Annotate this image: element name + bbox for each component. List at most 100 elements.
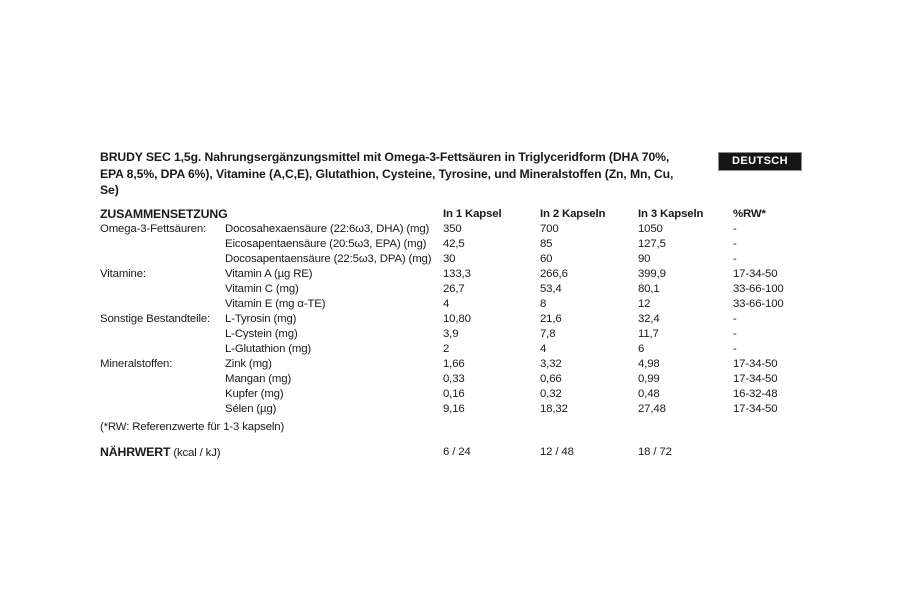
value-1-capsule: 0,16 — [443, 387, 465, 400]
value-1-capsule: 4 — [443, 297, 450, 310]
value-1-capsule: 30 — [443, 252, 456, 265]
table-header-composition: ZUSAMMENSETZUNG — [100, 206, 228, 221]
table-header-row: ZUSAMMENSETZUNG In 1 Kapsel In 2 Kapseln… — [100, 207, 802, 222]
ingredient-cell: Docosapentaensäure (22:5ω3, DPA) (mg) — [225, 252, 432, 265]
value-2-capsules: 0,32 — [540, 387, 562, 400]
category-cell: Omega-3-Fettsäuren: — [100, 222, 207, 235]
value-2-capsules: 4 — [540, 342, 547, 355]
table-row: Sonstige Bestandteile: L-Tyrosin (mg) 10,8… — [100, 312, 802, 327]
ingredient-cell: Mangan (mg) — [225, 372, 292, 385]
ingredient-cell: Zink (mg) — [225, 357, 272, 370]
table-row: Mineralstoffen: Zink (mg) 1,66 3,32 4,98 17-3… — [100, 357, 802, 372]
rw-value-cell: 17-34-50 — [733, 267, 778, 280]
value-1-capsule: 1,66 — [443, 357, 465, 370]
value-1-capsule: 42,5 — [443, 237, 465, 250]
value-3-capsules: 0,48 — [638, 387, 660, 400]
value-2-capsules: 3,32 — [540, 357, 562, 370]
value-2-capsules: 53,4 — [540, 282, 562, 295]
ingredient-cell: Vitamin A (µg RE) — [225, 267, 313, 280]
product-title-line: Se) — [100, 183, 119, 197]
rw-value-cell: - — [733, 327, 737, 340]
nutrition-value-1-capsule: 6 / 24 — [443, 445, 471, 458]
rw-value-cell: - — [733, 252, 737, 265]
rw-value-cell: 33-66-100 — [733, 282, 784, 295]
value-2-capsules: 7,8 — [540, 327, 556, 340]
rw-value-cell: 17-34-50 — [733, 372, 778, 385]
value-3-capsules: 12 — [638, 297, 651, 310]
value-1-capsule: 350 — [443, 222, 462, 235]
rw-value-cell: - — [733, 342, 737, 355]
table-row: Sélen (µg) 9,16 18,32 27,48 17-34-50 — [100, 402, 802, 417]
rw-value-cell: 16-32-48 — [733, 387, 778, 400]
rw-value-cell: - — [733, 222, 737, 235]
rw-footnote: (*RW: Referenzwerte für 1-3 kapseln) — [100, 420, 285, 433]
ingredient-cell: Vitamin C (mg) — [225, 282, 299, 295]
table-header-rw: %RW* — [733, 207, 766, 220]
ingredient-cell: Sélen (µg) — [225, 402, 277, 415]
ingredient-cell: L-Tyrosin (mg) — [225, 312, 297, 325]
value-2-capsules: 21,6 — [540, 312, 562, 325]
table-header-2-capsules: In 2 Kapseln — [540, 207, 606, 220]
value-2-capsules: 266,6 — [540, 267, 568, 280]
nutrition-label: NÄHRWERT (kcal / kJ) — [100, 445, 443, 461]
value-2-capsules: 8 — [540, 297, 547, 310]
value-1-capsule: 26,7 — [443, 282, 465, 295]
table-header-3-capsules: In 3 Kapseln — [638, 207, 704, 220]
table-row: Eicosapentaensäure (20:5ω3, EPA) (mg) 42,… — [100, 237, 802, 252]
nutrition-label-bold: NÄHRWERT — [100, 444, 171, 459]
value-3-capsules: 80,1 — [638, 282, 660, 295]
product-title-line: EPA 8,5%, DPA 6%), Vitamine (A,C,E), Glu… — [100, 166, 674, 181]
value-1-capsule: 9,16 — [443, 402, 465, 415]
ingredient-cell: Docosahexaensäure (22:6ω3, DHA) (mg) — [225, 222, 430, 235]
value-1-capsule: 10,80 — [443, 312, 471, 325]
value-3-capsules: 32,4 — [638, 312, 660, 325]
language-badge: DEUTSCH — [718, 152, 802, 171]
value-2-capsules: 0,66 — [540, 372, 562, 385]
rw-value-cell: - — [733, 312, 737, 325]
category-cell: Sonstige Bestandteile: — [100, 312, 211, 325]
product-title: BRUDY SEC 1,5g. Nahrungsergänzungsmittel… — [100, 149, 718, 199]
nutrition-value-3-capsules: 18 / 72 — [638, 445, 672, 458]
ingredient-cell: Kupfer (mg) — [225, 387, 284, 400]
ingredient-cell: L-Cystein (mg) — [225, 327, 298, 340]
value-3-capsules: 399,9 — [638, 267, 666, 280]
value-3-capsules: 0,99 — [638, 372, 660, 385]
value-3-capsules: 127,5 — [638, 237, 666, 250]
nutrition-row: NÄHRWERT (kcal / kJ) 6 / 24 12 / 48 18 /… — [100, 445, 802, 460]
value-3-capsules: 27,48 — [638, 402, 666, 415]
table-row: Vitamine: Vitamin A (µg RE) 133,3 266,6 399,… — [100, 267, 802, 282]
ingredient-cell: Eicosapentaensäure (20:5ω3, EPA) (mg) — [225, 237, 427, 250]
value-1-capsule: 133,3 — [443, 267, 471, 280]
value-1-capsule: 0,33 — [443, 372, 465, 385]
table-row: Vitamin E (mg α-TE) 4 8 12 33-66-100 — [100, 297, 802, 312]
value-2-capsules: 18,32 — [540, 402, 568, 415]
ingredient-cell: L-Glutathion (mg) — [225, 342, 312, 355]
rw-value-cell: 17-34-50 — [733, 357, 778, 370]
rw-value-cell: 17-34-50 — [733, 402, 778, 415]
table-header-1-capsule: In 1 Kapsel — [443, 207, 502, 220]
table-row: Mangan (mg) 0,33 0,66 0,99 17-34-50 — [100, 372, 802, 387]
table-row: Omega-3-Fettsäuren: Docosahexaensäure (22… — [100, 222, 802, 237]
value-3-capsules: 6 — [638, 342, 645, 355]
value-2-capsules: 700 — [540, 222, 559, 235]
table-row: Kupfer (mg) 0,16 0,32 0,48 16-32-48 — [100, 387, 802, 402]
value-3-capsules: 11,7 — [638, 327, 659, 340]
category-cell: Mineralstoffen: — [100, 357, 173, 370]
table-row: Vitamin C (mg) 26,7 53,4 80,1 33-66-100 — [100, 282, 802, 297]
nutrition-value-2-capsules: 12 / 48 — [540, 445, 574, 458]
value-1-capsule: 3,9 — [443, 327, 459, 340]
table-row: Docosapentaensäure (22:5ω3, DPA) (mg) 30 6… — [100, 252, 802, 267]
value-3-capsules: 1050 — [638, 222, 663, 235]
product-title-line: BRUDY SEC 1,5g. Nahrungsergänzungsmittel… — [100, 150, 670, 164]
table-row: L-Glutathion (mg) 2 4 6 - — [100, 342, 802, 357]
document-header: BRUDY SEC 1,5g. Nahrungsergänzungsmittel… — [100, 149, 802, 199]
value-3-capsules: 90 — [638, 252, 651, 265]
composition-table: ZUSAMMENSETZUNG In 1 Kapsel In 2 Kapseln… — [100, 207, 802, 460]
document-page: BRUDY SEC 1,5g. Nahrungsergänzungsmittel… — [100, 149, 802, 460]
table-row: L-Cystein (mg) 3,9 7,8 11,7 - — [100, 327, 802, 342]
category-cell: Vitamine: — [100, 267, 146, 280]
value-2-capsules: 60 — [540, 252, 553, 265]
nutrition-label-unit: (kcal / kJ) — [170, 446, 221, 459]
rw-value-cell: 33-66-100 — [733, 297, 784, 310]
ingredient-cell: Vitamin E (mg α-TE) — [225, 297, 326, 310]
